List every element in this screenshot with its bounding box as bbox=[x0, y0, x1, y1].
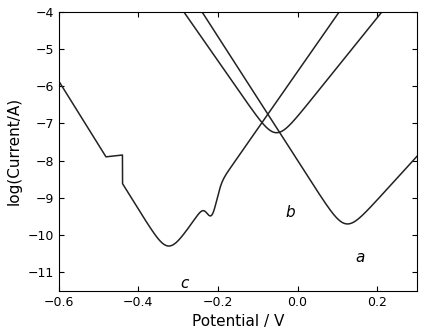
Y-axis label: log(Current/A): log(Current/A) bbox=[7, 97, 22, 205]
X-axis label: Potential / V: Potential / V bbox=[192, 314, 284, 329]
Text: a: a bbox=[355, 250, 365, 265]
Text: b: b bbox=[286, 205, 295, 220]
Text: c: c bbox=[180, 276, 189, 291]
